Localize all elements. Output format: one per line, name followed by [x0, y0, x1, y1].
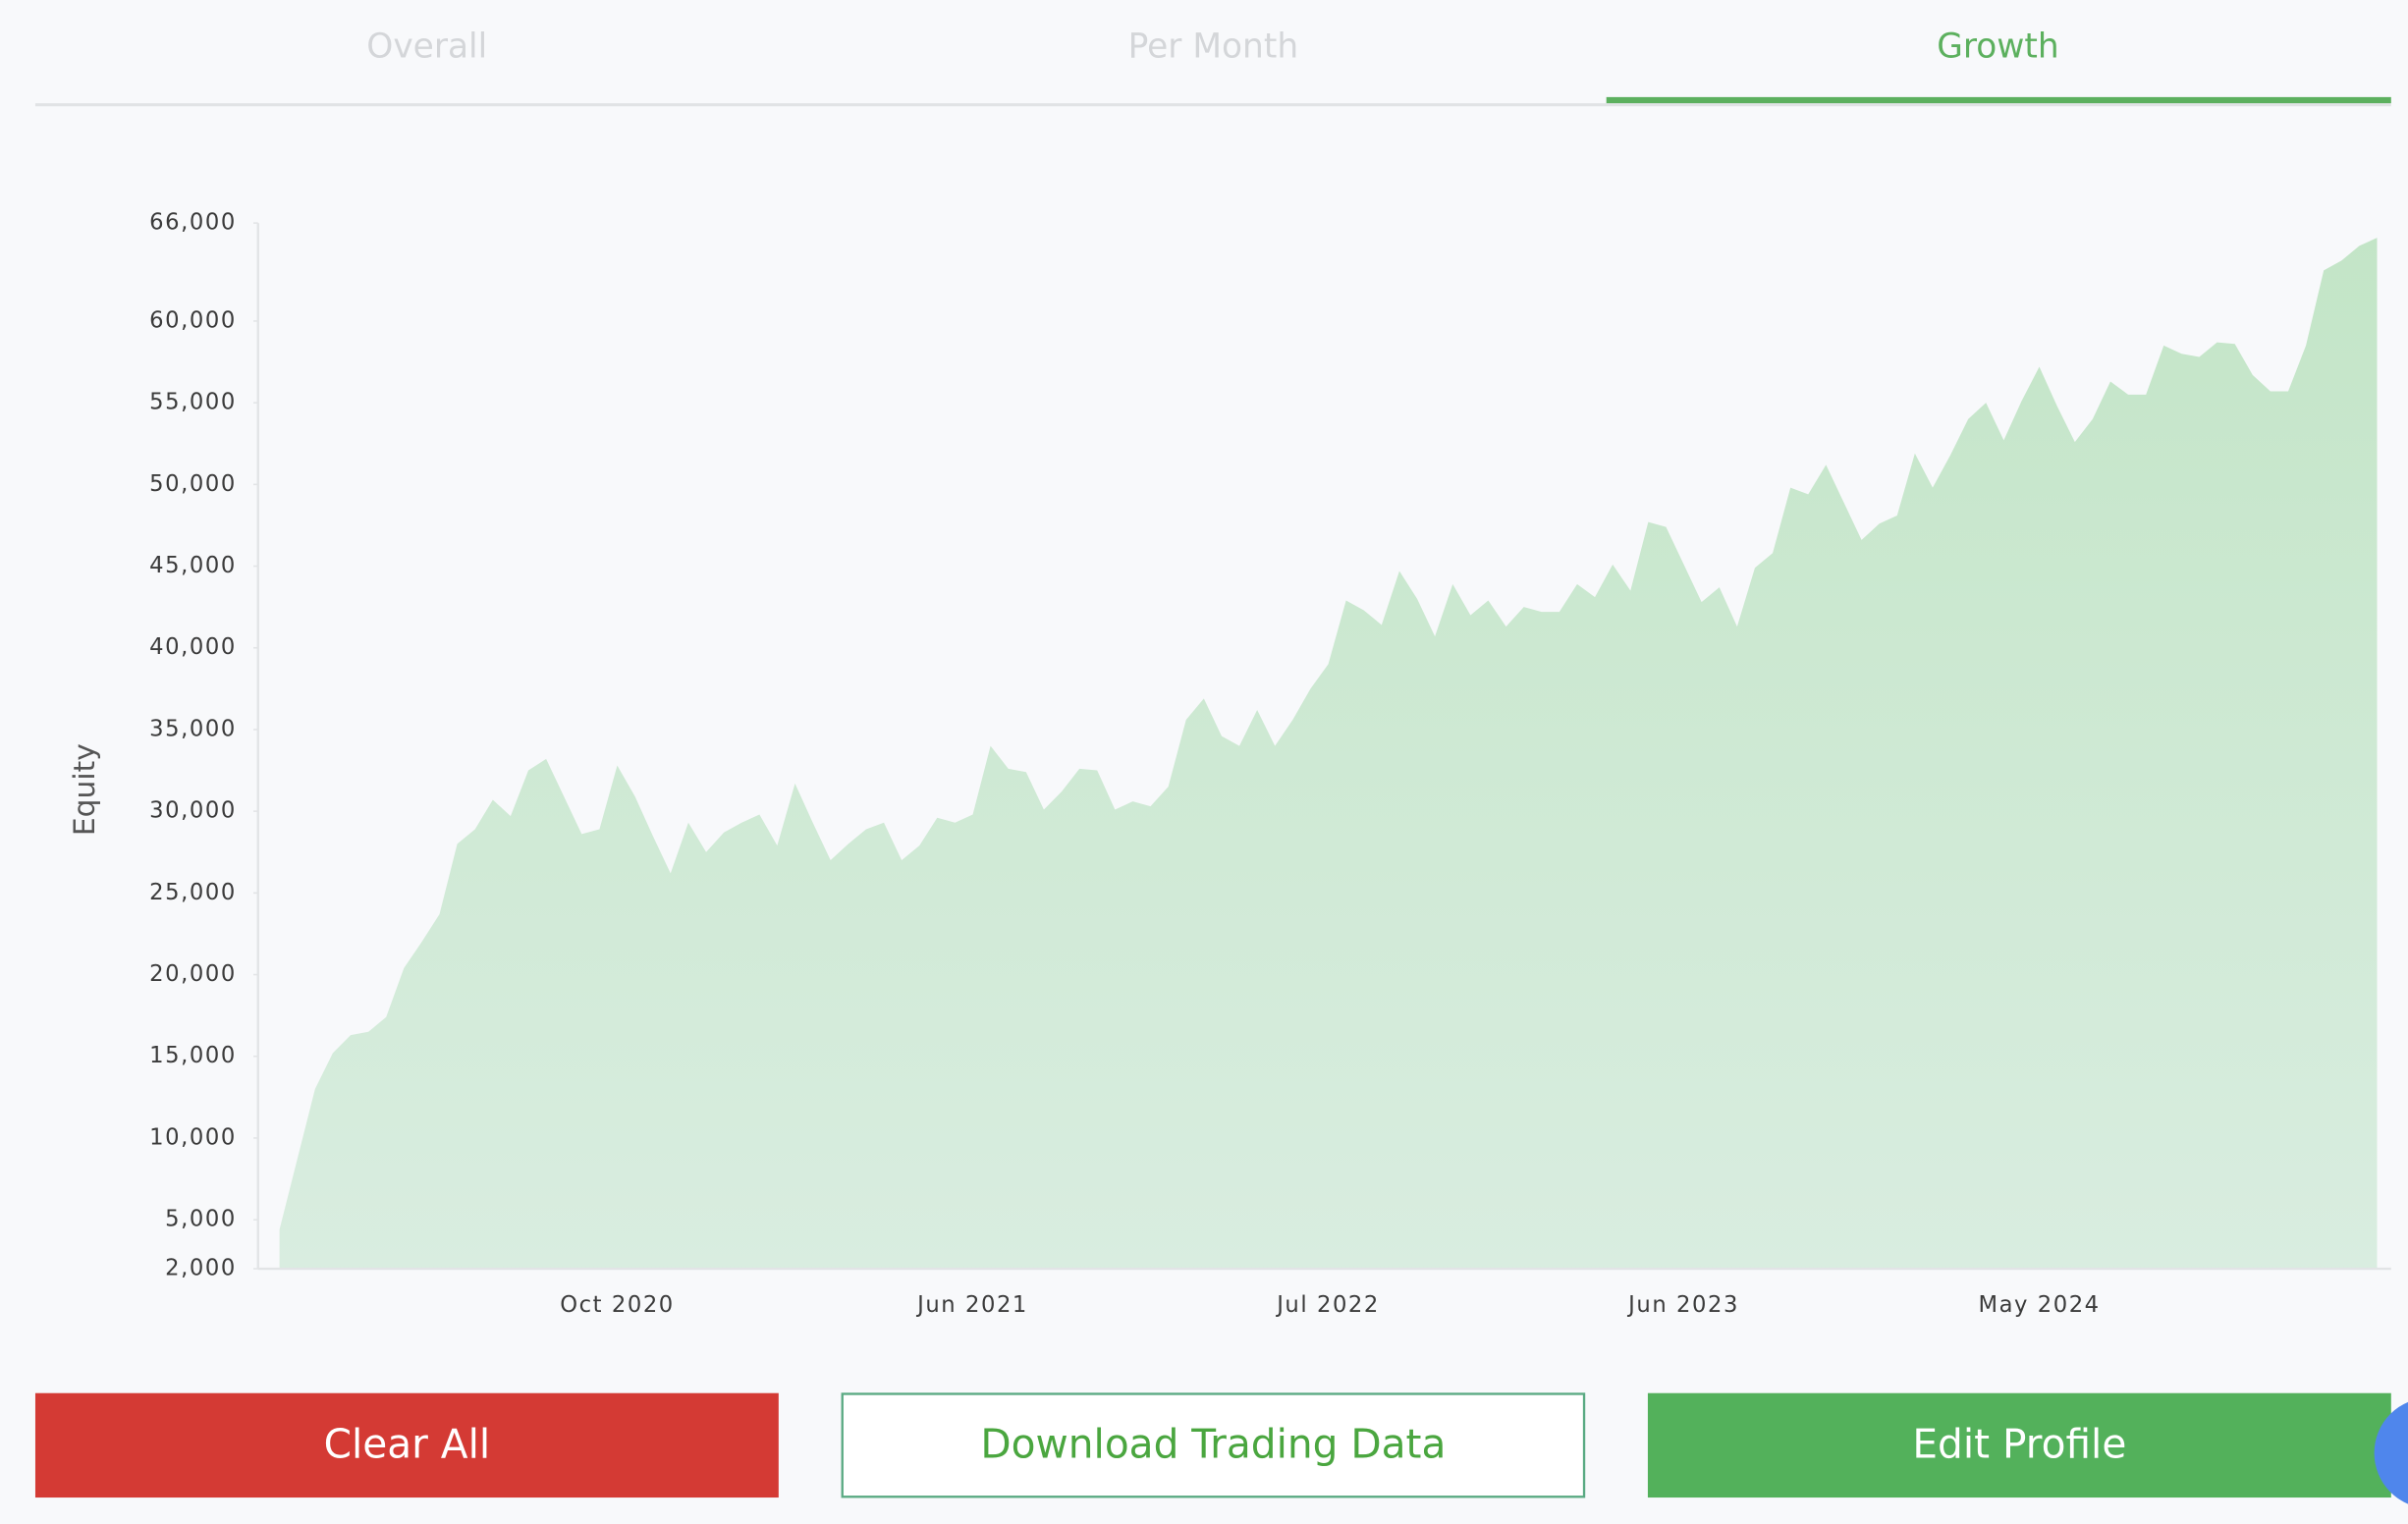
- y-tick-label: 50,000: [149, 471, 237, 497]
- tab-growth[interactable]: Growth: [1937, 27, 2058, 66]
- tab-per-month[interactable]: Per Month: [1128, 27, 1299, 66]
- edit-profile-button[interactable]: [1647, 1392, 2391, 1498]
- y-tick-label: 5,000: [165, 1207, 237, 1232]
- buttons: Clear All Download Trading Data Edit Pro…: [34, 1392, 2391, 1498]
- y-tick-label: 66,000: [149, 210, 237, 236]
- y-tick-label: 55,000: [149, 390, 237, 415]
- y-tick-label: 10,000: [149, 1124, 237, 1150]
- y-axis-label: Equity: [68, 743, 102, 836]
- y-tick-label: 40,000: [149, 634, 237, 660]
- y-tick-label: 15,000: [149, 1043, 237, 1068]
- equity-area: [279, 238, 2378, 1270]
- chat-bubble[interactable]: [2374, 1397, 2408, 1508]
- y-tick-label: 60,000: [149, 307, 237, 333]
- x-tick-label: May 2024: [1978, 1292, 2100, 1318]
- y-tick-label: 30,000: [149, 798, 237, 824]
- chart: Equity 2,000 5,000 10,000 15,000 20,000 25,00…: [68, 210, 2391, 1318]
- y-tick-label: 20,000: [149, 961, 237, 987]
- download-button[interactable]: [841, 1392, 1586, 1498]
- tab-overall[interactable]: Overall: [366, 27, 487, 66]
- x-tick-label: Jun 2021: [915, 1292, 1028, 1318]
- y-tick-label: 25,000: [149, 880, 237, 905]
- clear-all-label: Clear All: [324, 1420, 491, 1467]
- y-tick-label: 45,000: [149, 553, 237, 578]
- tabs: Overall Per Month Growth: [34, 27, 2391, 107]
- y-tick-label: 35,000: [149, 716, 237, 741]
- clear-all-button[interactable]: [34, 1392, 779, 1498]
- x-tick-label: Oct 2020: [560, 1292, 675, 1318]
- x-tick-label: Jun 2023: [1626, 1292, 1739, 1318]
- edit-profile-label: Edit Profile: [1912, 1420, 2126, 1467]
- x-tick-label: Jul 2022: [1275, 1292, 1380, 1318]
- download-label: Download Trading Data: [980, 1420, 1446, 1467]
- y-tick-label: 2,000: [165, 1256, 237, 1281]
